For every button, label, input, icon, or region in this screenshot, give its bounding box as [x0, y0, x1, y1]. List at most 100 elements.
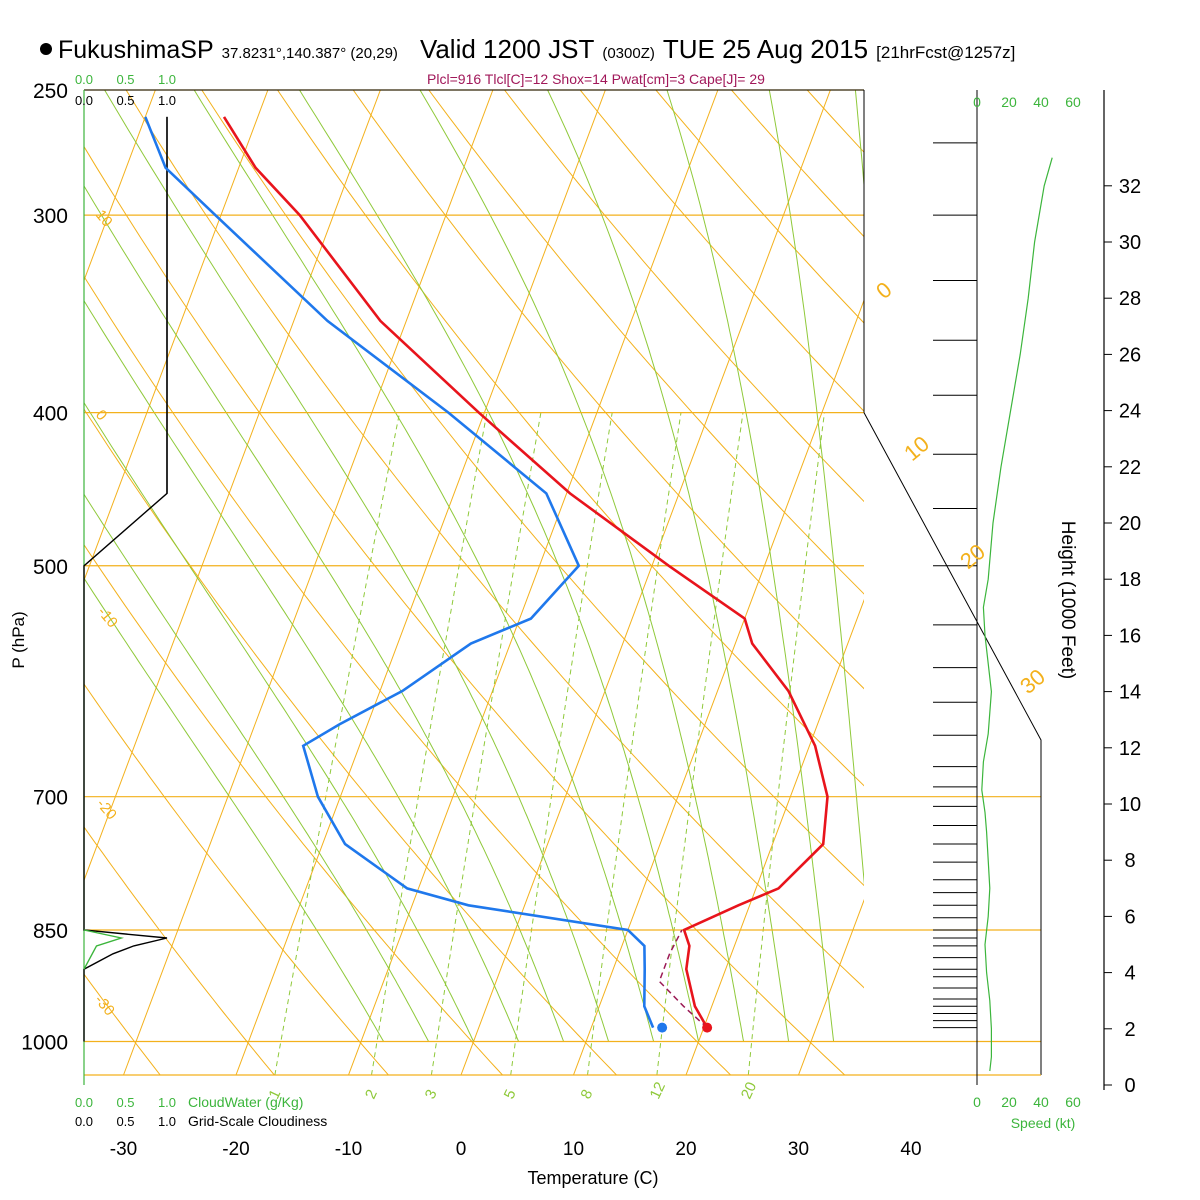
mixing-ratio-label: 3 — [422, 1087, 441, 1102]
dry-adiabat — [84, 408, 617, 1075]
cloud-cover-tick-top: 0.5 — [116, 93, 134, 108]
pressure-tick-label: 700 — [33, 787, 68, 810]
moist-adiabat — [84, 493, 430, 1042]
cloud-cover-legend: Grid-Scale Cloudiness — [188, 1113, 327, 1129]
dry-adiabat-label: -10 — [94, 604, 121, 632]
pressure-tick-label: 1000 — [21, 1032, 68, 1055]
dry-adiabat — [579, 90, 864, 412]
speed-tick-label-bottom: 60 — [1065, 1094, 1081, 1110]
isotherm-line — [348, 90, 719, 1075]
isotherm-line — [460, 90, 831, 1075]
cloud-water-tick-top: 0.0 — [75, 72, 93, 87]
isotherm-label: 30 — [1015, 664, 1050, 699]
isotherm-line — [235, 90, 606, 1075]
dry-adiabat — [277, 90, 864, 787]
chart-title: FukushimaSP 37.8231°,140.387° (20,29) Vali… — [58, 34, 1015, 64]
dry-adiabat-label: -20 — [93, 796, 120, 824]
isotherm-label: 0 — [871, 277, 896, 304]
mixing-ratio-label: 20 — [738, 1079, 760, 1101]
frame-right-diagonal — [863, 412, 1042, 1075]
height-tick-label: 18 — [1119, 569, 1141, 591]
moist-adiabat — [547, 90, 790, 1042]
mixing-ratio-label: 2 — [362, 1087, 381, 1102]
pressure-tick-label: 850 — [33, 920, 68, 943]
dry-adiabat — [428, 90, 864, 595]
isotherm-line — [84, 90, 156, 282]
dry-adiabat — [352, 90, 864, 690]
mixing-ratio-line — [656, 412, 744, 1075]
height-tick-label: 20 — [1119, 513, 1141, 535]
speed-tick-label-top: 60 — [1065, 94, 1081, 110]
isotherm-line — [798, 898, 864, 1075]
wind-speed-line — [981, 157, 1053, 1072]
cloud-water-tick-bottom: 1.0 — [158, 1095, 176, 1110]
isotherm-line — [685, 598, 864, 1075]
height-tick-label: 30 — [1119, 232, 1141, 254]
moist-adiabat — [419, 90, 745, 1042]
mixing-ratio-label: 5 — [501, 1087, 520, 1102]
moist-adiabat — [299, 90, 700, 1042]
moist-adiabat — [193, 90, 655, 1042]
moist-adiabat — [768, 90, 864, 886]
cloud-water-tick-bottom: 0.5 — [116, 1095, 134, 1110]
cloud-cover-tick-bottom: 0.0 — [75, 1114, 93, 1129]
height-tick-label: 0 — [1124, 1075, 1135, 1097]
temperature-tick-label: -30 — [110, 1139, 137, 1160]
moist-adiabat — [84, 401, 475, 1042]
dry-adiabat — [201, 90, 864, 887]
cloud-water-tick-top: 0.5 — [116, 72, 134, 87]
temperature-tick-label: 30 — [788, 1139, 809, 1160]
moist-adiabat — [84, 577, 385, 1042]
dewpoint-profile — [144, 116, 655, 1029]
cloud-cover-tick-top: 1.0 — [158, 93, 176, 108]
dry-adiabat-label: 10 — [92, 207, 116, 231]
dry-adiabat — [84, 275, 731, 1075]
mixing-ratio-line — [747, 412, 825, 1075]
pressure-tick-label: 250 — [33, 80, 68, 103]
moist-adiabat — [854, 90, 864, 191]
speed-tick-label-top: 0 — [973, 94, 981, 110]
temperature-tick-label: 10 — [563, 1139, 584, 1160]
cloud-water-tick-bottom: 0.0 — [75, 1095, 93, 1110]
mixing-ratio-line — [371, 412, 488, 1075]
pressure-axis-label: P (hPa) — [9, 611, 28, 668]
speed-tick-label-top: 20 — [1001, 94, 1017, 110]
stability-indices: Plcl=916 Tlcl[C]=12 Shox=14 Pwat[cm]=3 C… — [427, 71, 765, 87]
moist-adiabat — [104, 90, 610, 1042]
dry-adiabat — [959, 90, 1200, 1075]
isotherm-label: 20 — [955, 539, 990, 574]
mixing-ratio-label: 8 — [577, 1087, 596, 1102]
height-tick-label: 16 — [1119, 625, 1141, 647]
height-tick-label: 4 — [1124, 963, 1135, 985]
mixing-ratio-line — [430, 412, 542, 1075]
isotherm-label: 10 — [899, 431, 934, 466]
height-tick-label: 22 — [1119, 457, 1141, 479]
height-axis-label: Height (1000 Feet) — [1057, 521, 1078, 679]
cloud-cover-line — [83, 116, 168, 1042]
height-tick-label: 12 — [1119, 738, 1141, 760]
isotherm-line — [911, 90, 1200, 1075]
temperature-profile — [222, 116, 829, 1029]
dry-adiabat-label: 0 — [92, 407, 110, 424]
temperature-tick-label: -10 — [335, 1139, 362, 1160]
station-coords: 37.8231°,140.387° (20,29) — [222, 45, 398, 62]
cloud-water-line — [83, 929, 125, 970]
speed-tick-label-bottom: 40 — [1033, 1094, 1049, 1110]
height-tick-label: 24 — [1119, 401, 1141, 423]
isotherm-line — [84, 90, 381, 882]
dry-adiabat — [84, 826, 275, 1075]
dry-adiabat — [84, 145, 846, 1075]
valid-time: Valid 1200 JST — [420, 34, 595, 64]
dry-adiabat — [84, 543, 503, 1075]
speed-tick-label-top: 40 — [1033, 94, 1049, 110]
temperature-tick-label: 40 — [900, 1139, 921, 1160]
isotherm-line — [84, 90, 269, 582]
cloud-cover-tick-bottom: 1.0 — [158, 1114, 176, 1129]
temperature-axis-label: Temperature (C) — [527, 1168, 658, 1188]
dry-adiabat — [1186, 90, 1200, 1075]
moist-adiabat — [666, 90, 835, 1042]
station-name: FukushimaSP — [58, 36, 214, 64]
pressure-tick-label: 500 — [33, 556, 68, 579]
cloud-water-tick-top: 1.0 — [158, 72, 176, 87]
